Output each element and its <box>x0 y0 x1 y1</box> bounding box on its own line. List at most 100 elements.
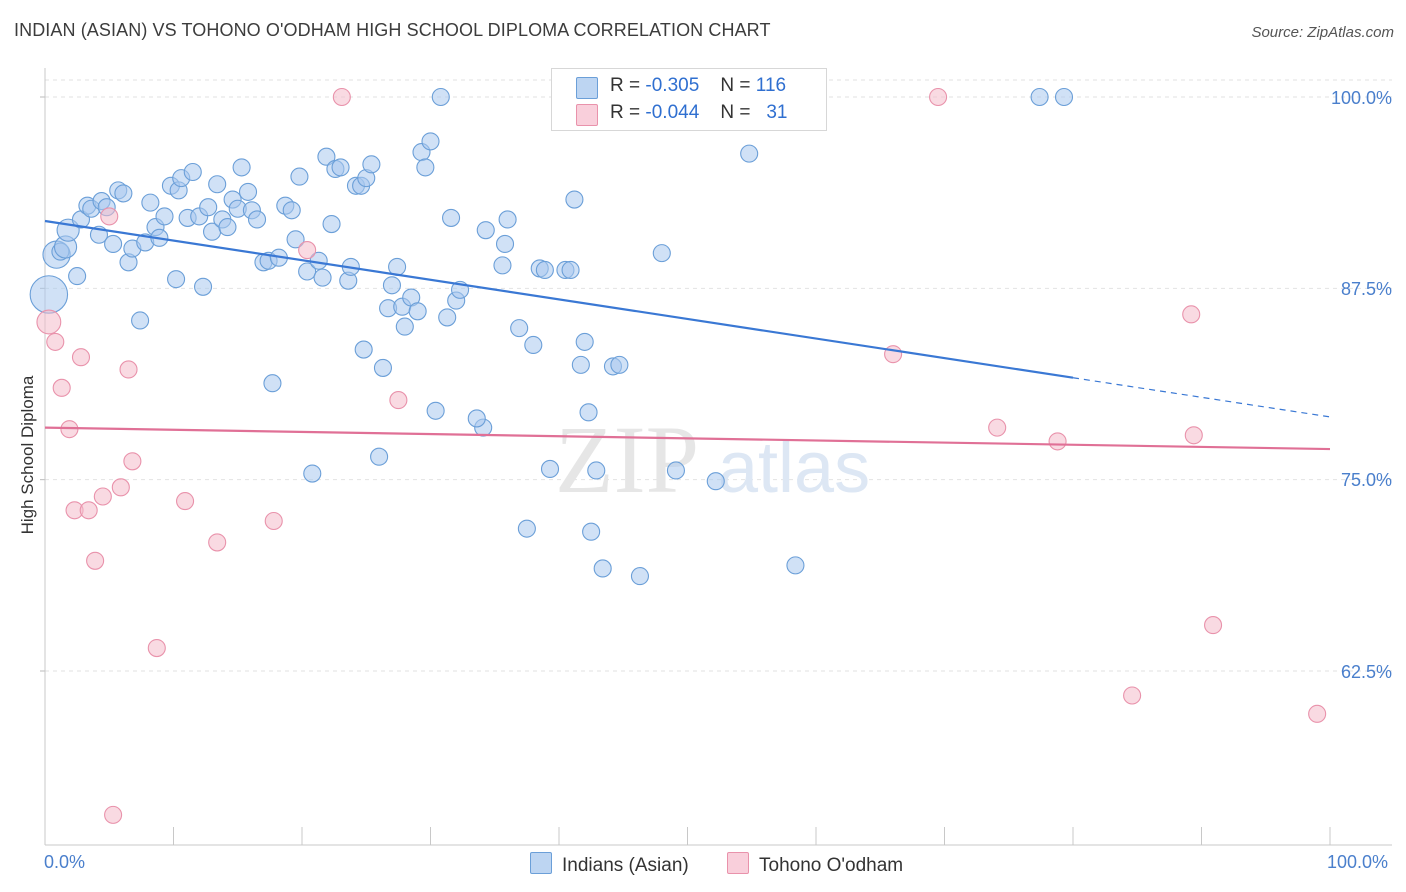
point-tohono <box>52 378 71 397</box>
point-indians <box>362 155 381 174</box>
bottom-legend-swatch-pink <box>727 852 749 874</box>
point-tohono <box>1123 686 1142 705</box>
point-tohono <box>1182 305 1201 324</box>
point-tohono <box>264 511 283 531</box>
bottom-legend-label-tohono: Tohono O'odham <box>759 855 904 876</box>
point-indians <box>303 464 322 483</box>
point-tohono <box>1204 616 1223 635</box>
legend-r-value-indians: -0.305 <box>645 75 700 96</box>
bottom-legend-swatch-blue <box>530 852 552 874</box>
source-label: Source: ZipAtlas.com <box>1251 24 1394 41</box>
point-indians <box>431 87 450 107</box>
point-tohono <box>71 348 91 367</box>
point-tohono <box>298 241 317 260</box>
point-tohono <box>929 87 948 107</box>
point-tohono <box>1048 432 1067 451</box>
point-indians <box>442 208 461 227</box>
point-indians <box>238 182 258 201</box>
point-indians <box>706 472 725 491</box>
point-indians <box>114 184 133 203</box>
point-tohono <box>46 332 65 351</box>
x-tick-label-0: 0.0% <box>44 852 86 872</box>
chart-title: INDIAN (ASIAN) VS TOHONO O'ODHAM HIGH SC… <box>14 20 771 40</box>
point-tohono <box>1184 426 1203 445</box>
y-axis-label: High School Diploma <box>18 375 37 535</box>
legend-n-label: N = <box>720 102 751 123</box>
points-layer <box>29 87 1327 824</box>
point-tohono <box>1308 704 1327 723</box>
point-indians <box>322 214 341 234</box>
point-indians <box>199 198 218 217</box>
point-indians <box>155 207 174 226</box>
point-indians <box>1030 87 1049 107</box>
point-indians <box>131 311 150 330</box>
point-tohono <box>36 309 62 335</box>
point-indians <box>183 162 202 182</box>
bottom-legend-tohono[interactable]: Tohono O'odham <box>727 852 903 877</box>
point-indians <box>438 308 457 327</box>
bottom-legend-indians[interactable]: Indians (Asian) <box>530 852 689 877</box>
trend-layer <box>44 219 1331 451</box>
point-indians <box>610 355 629 374</box>
point-tohono <box>119 360 138 379</box>
point-indians <box>666 461 685 480</box>
legend-n-value-indians: 116 <box>755 75 787 96</box>
point-indians <box>373 358 393 377</box>
point-indians <box>382 276 402 295</box>
point-indians <box>426 401 445 420</box>
legend-swatch-blue <box>576 77 598 99</box>
point-tohono <box>79 501 98 520</box>
point-indians <box>421 132 440 151</box>
point-tohono <box>208 533 227 552</box>
point-indians <box>29 275 69 314</box>
point-tohono <box>389 391 408 410</box>
trend-line-tohono <box>44 426 1331 451</box>
point-indians <box>786 556 805 575</box>
point-tohono <box>100 207 119 226</box>
point-indians <box>313 268 332 287</box>
legend-swatch-pink <box>576 104 598 126</box>
point-indians <box>286 230 305 249</box>
y-tick-label-100: 100.0% <box>1330 88 1392 108</box>
point-indians <box>331 158 350 177</box>
point-tohono <box>147 638 166 658</box>
point-indians <box>247 210 267 229</box>
point-indians <box>263 374 282 393</box>
point-indians <box>582 522 601 541</box>
point-tohono <box>884 345 903 364</box>
point-tohono <box>104 805 123 824</box>
watermark: ZIP atlas <box>555 406 870 513</box>
point-tohono <box>111 478 130 497</box>
point-indians <box>579 403 598 422</box>
point-indians <box>298 262 317 281</box>
point-indians <box>167 270 186 289</box>
point-indians <box>408 302 427 321</box>
point-indians <box>495 234 515 253</box>
point-indians <box>208 175 227 194</box>
point-indians <box>652 244 671 263</box>
point-indians <box>493 256 512 275</box>
point-tohono <box>988 418 1007 437</box>
legend-n-value-tohono: 31 <box>766 102 788 123</box>
point-indians <box>476 221 495 240</box>
point-indians <box>218 218 237 237</box>
point-indians <box>370 447 389 466</box>
point-indians <box>104 234 123 253</box>
legend-r-value-tohono: -0.044 <box>645 102 700 123</box>
y-tick-label-75: 75.0% <box>1340 470 1392 490</box>
legend-r-label: R = <box>610 102 641 123</box>
point-indians <box>498 210 517 229</box>
axis-layer <box>40 68 1392 846</box>
point-indians <box>535 260 554 280</box>
y-tick-label-62-5: 62.5% <box>1340 662 1392 682</box>
point-indians <box>510 319 529 338</box>
point-indians <box>571 355 590 374</box>
point-indians <box>524 335 543 355</box>
point-indians <box>416 158 435 177</box>
stats-legend: R = -0.305 N = 116 R = -0.044 N = 31 <box>551 68 827 131</box>
y-tick-label-87-5: 87.5% <box>1340 279 1392 299</box>
point-indians <box>587 461 606 480</box>
trend-line-indians-extension <box>1072 377 1331 418</box>
point-tohono <box>176 492 195 511</box>
